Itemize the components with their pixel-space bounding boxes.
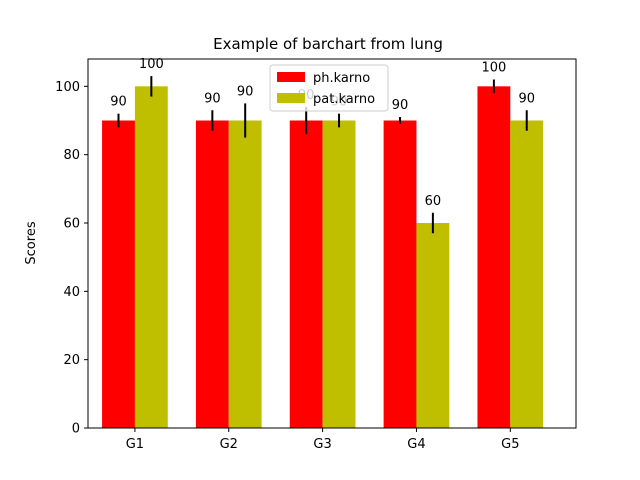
x-tick-label: G2 [220,437,238,452]
data-label-ph.karno-G2: 90 [204,91,221,106]
plot-frame [87,58,577,429]
bar-ph.karno-G3 [289,120,323,428]
y-tick-label: 60 [63,217,80,232]
data-label-pat.karno-G5: 90 [518,91,535,106]
y-tick-label: 100 [55,80,80,95]
chart-title: Example of barchart from lung [213,35,443,53]
bar-pat.karno-G2 [228,120,262,428]
bar-pat.karno-G3 [322,120,356,428]
bars-group [102,86,544,428]
bar-pat.karno-G4 [416,223,450,428]
x-tick-label: G4 [407,437,425,452]
axes-group: 0 20 40 60 80 100 G1 G2 G3 G4 G5 [55,58,577,452]
data-label-ph.karno-G4: 90 [392,98,409,113]
y-tick-label: 20 [63,353,80,368]
x-tick-label: G1 [126,437,144,452]
bar-ph.karno-G5 [477,86,511,428]
bar-pat.karno-G1 [134,86,168,428]
legend-swatch-ph.karno [277,72,305,82]
x-tick-label: G5 [501,437,519,452]
y-tick-label: 80 [63,148,80,163]
bar-pat.karno-G5 [510,120,544,428]
legend-swatch-pat.karno [277,93,305,103]
y-tick-label: 0 [72,422,80,437]
legend-label-pat.karno: pat.karno [313,92,375,107]
data-label-pat.karno-G4: 60 [425,194,442,209]
data-label-pat.karno-G1: 100 [139,57,164,72]
data-label-pat.karno-G2: 90 [237,84,254,99]
bar-ph.karno-G1 [102,120,135,428]
y-tick-label: 40 [63,285,80,300]
data-label-ph.karno-G1: 90 [110,95,127,110]
legend-label-ph.karno: ph.karno [313,71,370,86]
bar-ph.karno-G2 [195,120,229,428]
x-tick-label: G3 [313,437,331,452]
bar-ph.karno-G4 [383,120,417,428]
legend: ph.karno pat.karno [269,64,389,112]
y-axis-label: Scores [24,221,39,264]
data-label-ph.karno-G5: 100 [481,61,506,76]
